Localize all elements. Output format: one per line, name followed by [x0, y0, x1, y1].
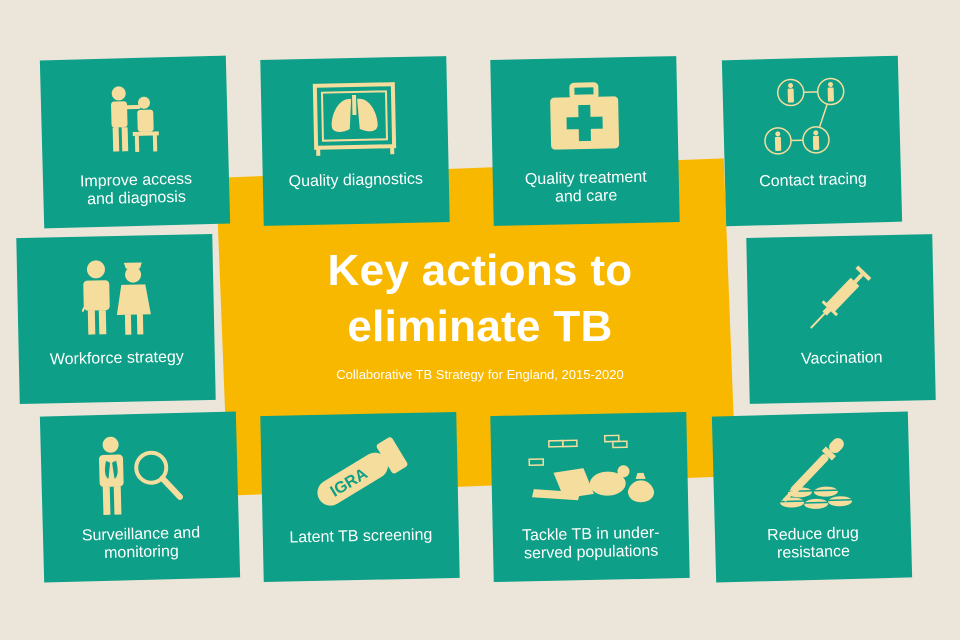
syringe-icon — [747, 250, 935, 344]
tile-label: Tackle TB in under- served populations — [521, 524, 660, 563]
first-aid-kit-icon — [491, 72, 679, 166]
tile-label: Quality diagnostics — [288, 170, 424, 191]
tile-quality-diagnostics: Quality diagnostics — [260, 56, 450, 226]
doctor-nurse-icon — [17, 250, 215, 344]
tile-label: Contact tracing — [759, 170, 868, 191]
tile-quality-treatment: Quality treatment and care — [490, 56, 680, 226]
tile-label: Improve access and diagnosis — [79, 170, 193, 209]
pipette-pills-icon — [712, 427, 910, 522]
tile-latent-tb: IGRA Latent TB screening — [260, 411, 460, 583]
tile-label: Quality treatment and care — [524, 168, 647, 206]
subtitle: Collaborative TB Strategy for England, 2… — [336, 367, 624, 382]
tile-drug-resistance: Reduce drug resistance — [711, 411, 913, 583]
tile-label: Latent TB screening — [289, 526, 433, 547]
tile-label: Workforce strategy — [49, 348, 184, 369]
person-magnifier-icon — [40, 427, 238, 522]
tile-workforce-strategy: Workforce strategy — [16, 233, 216, 405]
tile-vaccination: Vaccination — [746, 234, 936, 404]
lung-xray-icon — [261, 72, 449, 166]
main-title: Key actions to eliminate TB — [327, 246, 633, 351]
people-network-icon — [722, 72, 900, 167]
doctor-patient-icon — [40, 72, 228, 167]
tile-contact-tracing: Contact tracing — [721, 55, 903, 227]
tile-improve-access: Improve access and diagnosis — [39, 55, 231, 229]
homeless-icon — [491, 428, 689, 522]
tile-surveillance: Surveillance and monitoring — [39, 411, 241, 583]
tile-label: Vaccination — [800, 349, 883, 368]
tile-underserved: Tackle TB in under- served populations — [490, 411, 690, 583]
tile-label: Surveillance and monitoring — [81, 524, 201, 562]
igra-tube-icon: IGRA — [261, 428, 459, 522]
tile-label: Reduce drug resistance — [766, 524, 860, 562]
